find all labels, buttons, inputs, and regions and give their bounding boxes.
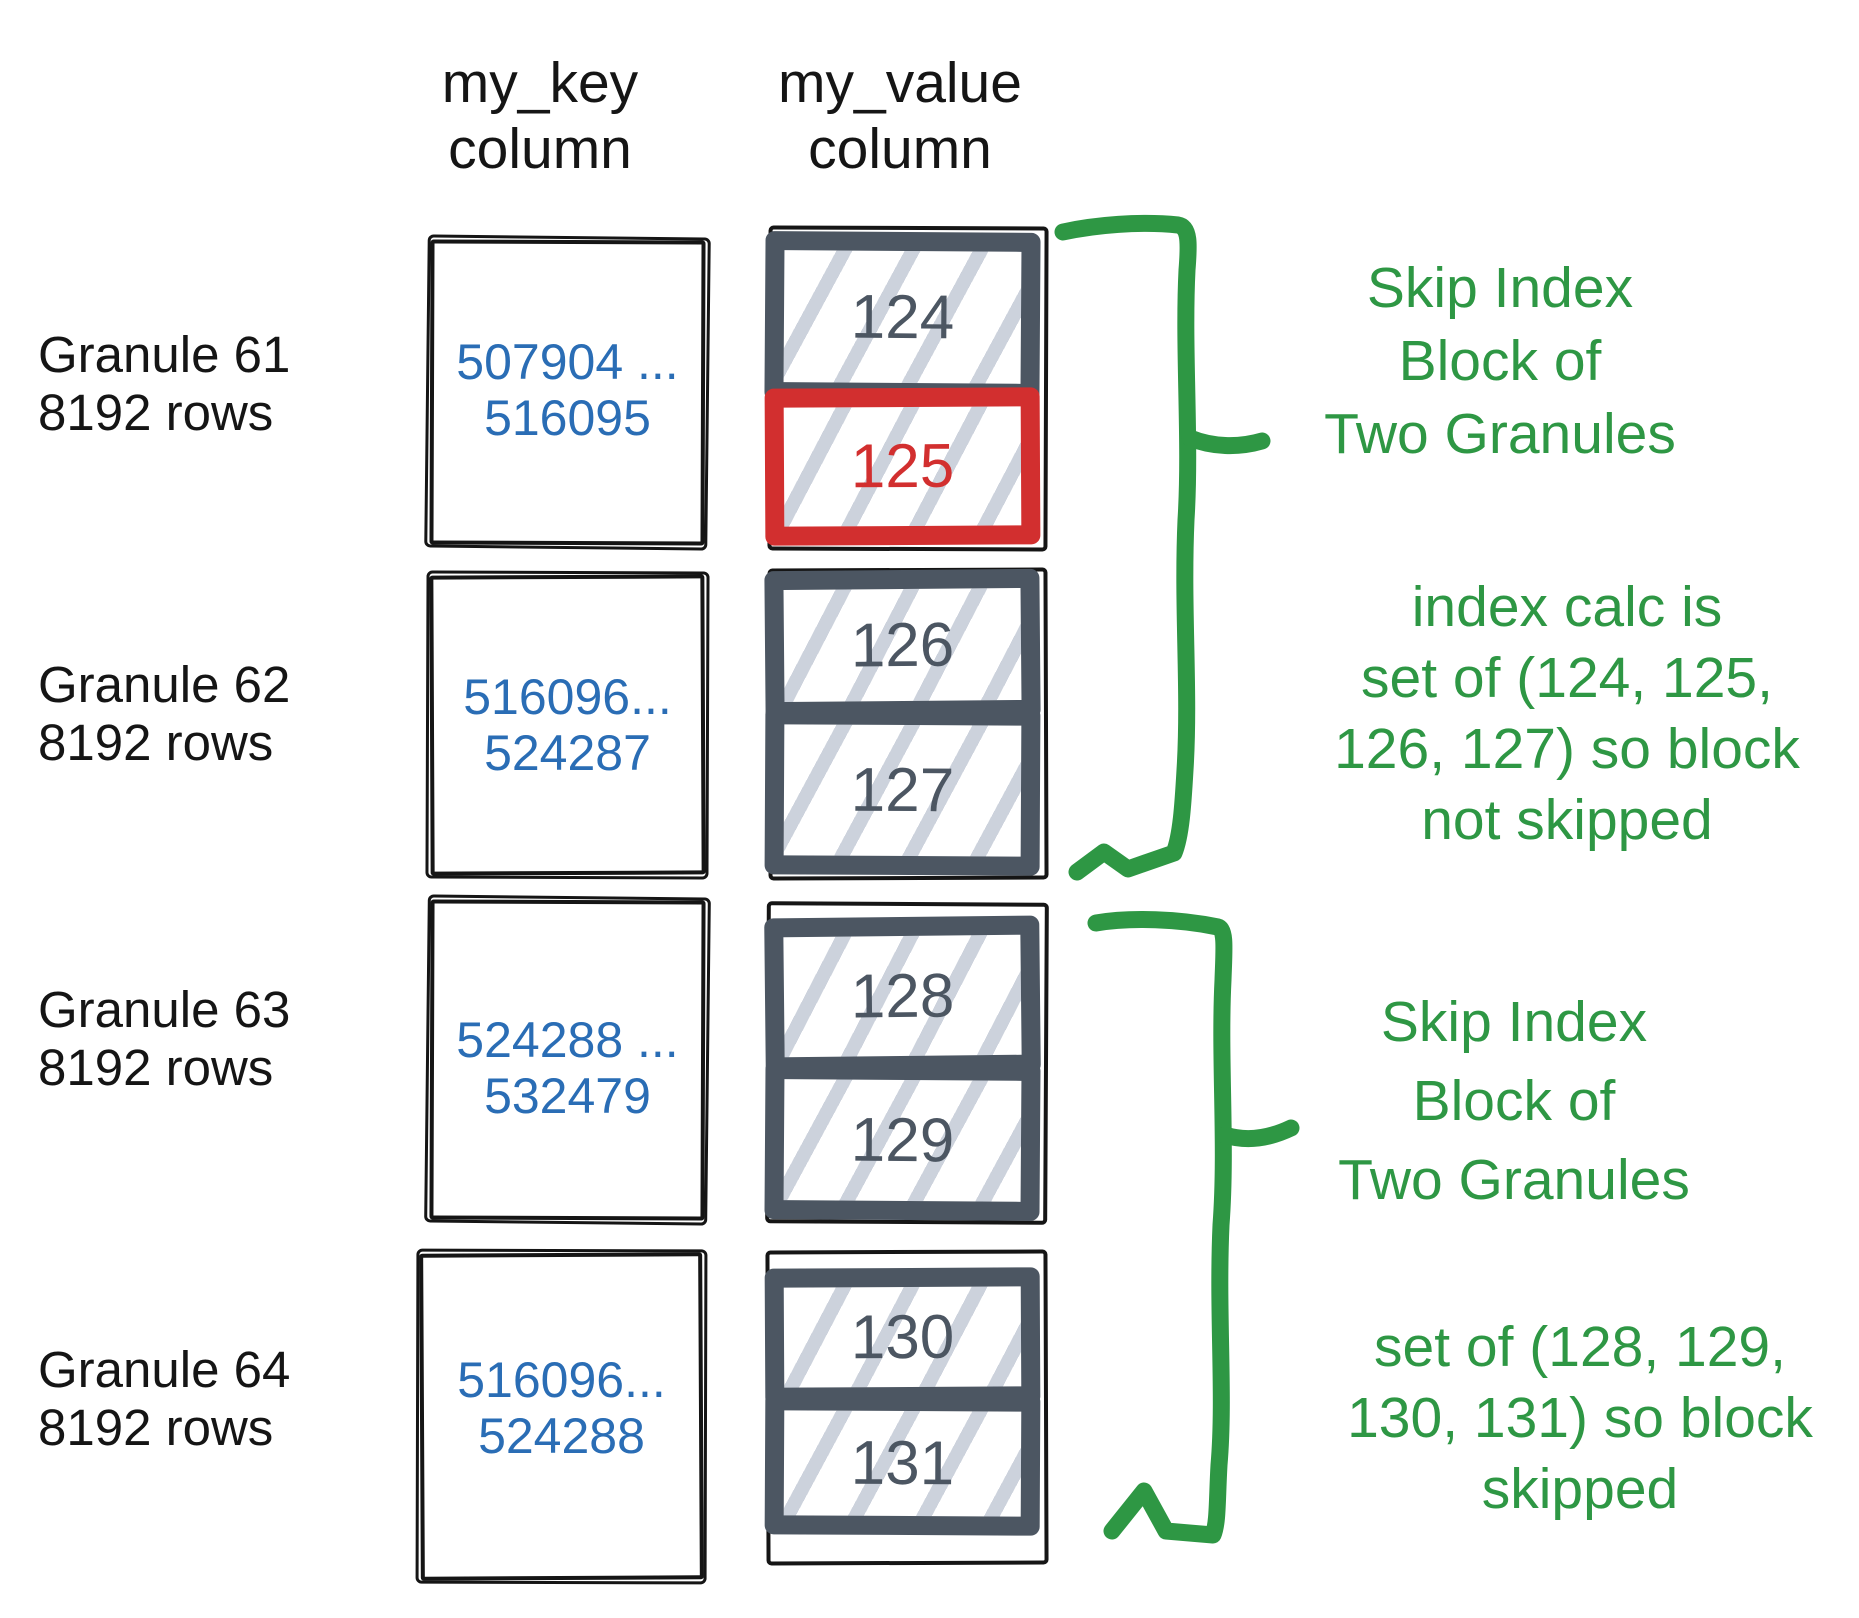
- granule-61-key-range: 507904 ... 516095: [456, 334, 679, 446]
- granule-rows: 8192 rows: [38, 384, 274, 441]
- annotation-index-calc-skipped: set of (128, 129, 130, 131) so block ski…: [1347, 1315, 1813, 1521]
- granule-name: Granule 62: [38, 656, 291, 713]
- annotation-skip-block-1: Skip Index Block of Two Granules: [1324, 256, 1676, 466]
- granule-rows: 8192 rows: [38, 1399, 274, 1456]
- value-block-label: 126: [850, 610, 955, 680]
- annotation-skip-block-2: Skip Index Block of Two Granules: [1338, 990, 1690, 1212]
- value-block-label: 128: [850, 960, 955, 1032]
- my-key-column-header: my_key column: [441, 51, 639, 181]
- skip-block-2-brace: [1087, 911, 1300, 1544]
- granule-61-label: Granule 61 8192 rows: [38, 326, 290, 442]
- value-block-129: 129: [764, 1060, 1041, 1221]
- value-block-label: 125: [850, 431, 955, 502]
- value-block-127: 127: [764, 705, 1041, 876]
- granule-name: Granule 61: [38, 326, 291, 383]
- my-value-column-header: my_value column: [778, 51, 1022, 181]
- value-block-label: 130: [850, 1302, 955, 1372]
- granule-name: Granule 64: [38, 1341, 291, 1398]
- granule-name: Granule 63: [38, 981, 291, 1038]
- value-block-label: 127: [850, 755, 955, 826]
- granule-64-key-range: 516096... 524288: [457, 1352, 666, 1464]
- skip-block-1-brace: [1054, 214, 1271, 881]
- granule-63-label: Granule 63 8192 rows: [38, 981, 290, 1097]
- granule-62-key-range: 516096... 524287: [463, 669, 672, 781]
- granule-rows: 8192 rows: [38, 1039, 274, 1096]
- value-block-124: 124: [764, 231, 1041, 403]
- granule-63-key-range: 524288 ... 532479: [456, 1012, 679, 1124]
- granule-64-label: Granule 64 8192 rows: [38, 1341, 290, 1457]
- annotation-index-calc-not-skipped: index calc is set of (124, 125, 126, 127…: [1334, 575, 1800, 852]
- granule-62-label: Granule 62 8192 rows: [38, 656, 290, 772]
- value-block-128: 128: [764, 915, 1041, 1077]
- value-block-130: 130: [764, 1267, 1041, 1407]
- value-block-126: 126: [764, 568, 1041, 722]
- value-block-131: 131: [764, 1391, 1041, 1536]
- value-block-label: 131: [850, 1428, 955, 1499]
- value-block-label: 129: [850, 1105, 955, 1176]
- granule-rows: 8192 rows: [38, 714, 274, 771]
- value-block-label: 124: [850, 282, 955, 352]
- value-block-125-highlighted: 125: [764, 387, 1041, 546]
